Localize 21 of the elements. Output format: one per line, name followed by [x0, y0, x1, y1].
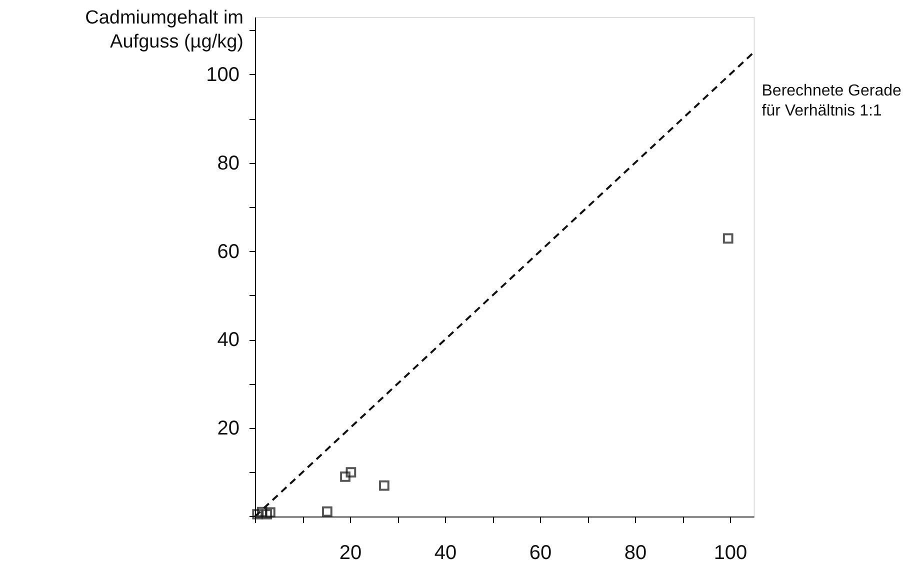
x-tick-label: 100 — [714, 542, 748, 564]
x-tick-label: 40 — [434, 542, 457, 564]
point — [722, 233, 734, 244]
x-tick-label: 80 — [624, 542, 647, 564]
point — [322, 506, 332, 517]
point — [340, 471, 350, 482]
point — [262, 509, 272, 520]
point — [346, 467, 356, 478]
y-tick-label: 40 — [217, 329, 240, 352]
point — [265, 507, 276, 518]
x-tick-label: 60 — [529, 542, 552, 564]
y-tick-label: 60 — [217, 240, 240, 263]
series-label: Berechnete Gerade für Verhältnis 1:1 — [762, 82, 902, 120]
point — [256, 506, 268, 518]
y-axis-title: Cadmiumgehalt im Aufguss (µg/kg) — [85, 8, 244, 52]
point — [252, 509, 263, 520]
y-tick-label: 100 — [206, 64, 240, 86]
x-tick-label: 20 — [339, 542, 362, 564]
y-tick-label: 20 — [217, 418, 240, 440]
y-tick-label: 80 — [217, 152, 240, 174]
point — [379, 480, 390, 491]
